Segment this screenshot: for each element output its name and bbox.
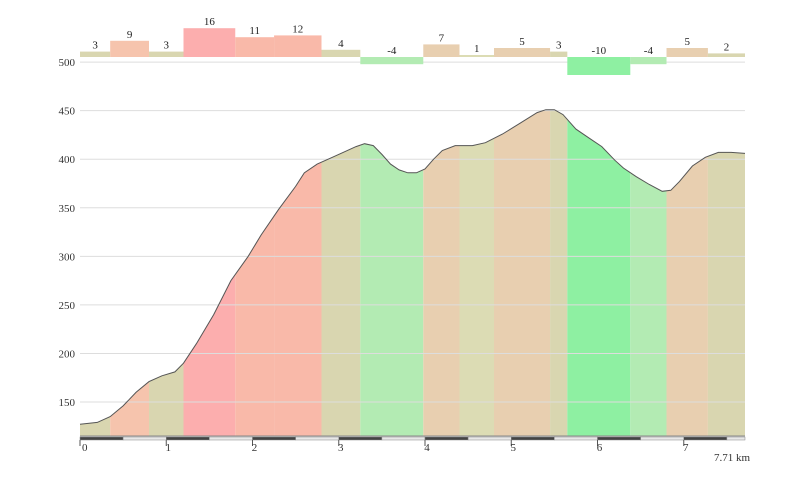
grade-label: 3 bbox=[164, 40, 170, 52]
grade-label: -4 bbox=[387, 45, 397, 57]
grade-label: 7 bbox=[439, 32, 445, 44]
y-tick-label: 250 bbox=[59, 300, 76, 312]
grade-label: 1 bbox=[474, 43, 480, 55]
x-axis-scale-segment bbox=[79, 436, 124, 441]
x-axis bbox=[79, 435, 746, 441]
grade-label: -10 bbox=[591, 45, 606, 57]
grade-label: 2 bbox=[724, 41, 730, 53]
y-tick-label: 400 bbox=[59, 154, 76, 166]
x-tick-label: 7 bbox=[683, 442, 689, 454]
grade-label: 12 bbox=[292, 23, 303, 35]
grade-label: 3 bbox=[556, 40, 562, 52]
x-tick-label: 0 bbox=[82, 442, 88, 454]
grade-bar-segment bbox=[149, 51, 184, 57]
sky-mask-area bbox=[80, 32, 745, 425]
x-tick-label: 5 bbox=[511, 442, 517, 454]
x-axis-scale-segment bbox=[166, 436, 210, 441]
grade-bar-segment bbox=[666, 48, 708, 57]
x-axis-ticks: 0 1 2 3 4 5 6 7 bbox=[79, 440, 689, 454]
grade-label: -4 bbox=[644, 45, 654, 57]
x-axis-scale-segment bbox=[381, 436, 426, 441]
grade-bar-segment bbox=[550, 51, 568, 57]
x-tick-label: 2 bbox=[252, 442, 258, 454]
x-axis-scale-segment bbox=[122, 436, 167, 441]
profile-line bbox=[79, 109, 746, 425]
grade-label: 4 bbox=[338, 38, 344, 50]
x-axis-scale-segment bbox=[683, 436, 728, 441]
y-tick-label: 200 bbox=[59, 348, 76, 360]
x-axis-scale-segment bbox=[424, 436, 469, 441]
grade-bar-segment bbox=[360, 57, 424, 65]
x-axis-scale-segment bbox=[511, 436, 555, 441]
x-axis-scale-segment bbox=[209, 436, 253, 441]
x-axis-scale-segment bbox=[252, 436, 296, 441]
grade-bar-segment bbox=[567, 57, 631, 75]
grade-label: 16 bbox=[204, 16, 216, 28]
y-tick-label: 300 bbox=[59, 251, 76, 263]
grade-bar-segment bbox=[235, 37, 275, 57]
x-axis-scale-segment bbox=[338, 436, 383, 441]
x-tick-label: 3 bbox=[338, 442, 344, 454]
grade-bar: 3 9 3 16 11 12 4 -4 7 1 5 3 -10 -4 5 2 bbox=[80, 16, 745, 75]
y-tick-label: 350 bbox=[59, 203, 76, 215]
x-axis-scale-segment bbox=[726, 436, 746, 441]
grade-label: 3 bbox=[92, 40, 98, 52]
grade-label: 9 bbox=[127, 29, 133, 41]
grade-label: 11 bbox=[249, 25, 260, 37]
x-tick-label: 1 bbox=[166, 442, 172, 454]
grade-bar-segment bbox=[707, 53, 745, 57]
x-tick-label: 6 bbox=[597, 442, 603, 454]
x-tick-label: 4 bbox=[424, 442, 430, 454]
grade-band bbox=[550, 33, 568, 436]
grade-bar-segment bbox=[274, 35, 322, 57]
x-axis-scale-segment bbox=[640, 436, 685, 441]
grade-bar-segment bbox=[423, 44, 460, 57]
y-axis-ticks: 150 200 250 300 350 400 450 500 bbox=[59, 57, 76, 409]
x-axis-scale-segment bbox=[467, 436, 512, 441]
grade-bar-segment bbox=[494, 48, 551, 57]
grade-bar-segment bbox=[630, 57, 667, 65]
y-tick-label: 500 bbox=[59, 57, 76, 69]
grade-bar-segment bbox=[321, 49, 361, 57]
grade-label: 5 bbox=[519, 36, 525, 48]
grade-bar-segment bbox=[80, 51, 111, 57]
x-axis-scale-segment bbox=[295, 436, 340, 441]
elevation-profile bbox=[79, 109, 746, 425]
grade-label: 5 bbox=[684, 36, 690, 48]
grade-bar-segment bbox=[459, 55, 495, 57]
y-tick-label: 450 bbox=[59, 106, 76, 118]
grade-bar-segment bbox=[110, 40, 150, 57]
x-axis-scale-segment bbox=[597, 436, 641, 441]
grade-bar-segment bbox=[183, 28, 236, 57]
x-axis-scale-segment bbox=[554, 436, 598, 441]
total-distance-label: 7.71 km bbox=[714, 452, 751, 464]
y-tick-label: 150 bbox=[59, 397, 76, 409]
